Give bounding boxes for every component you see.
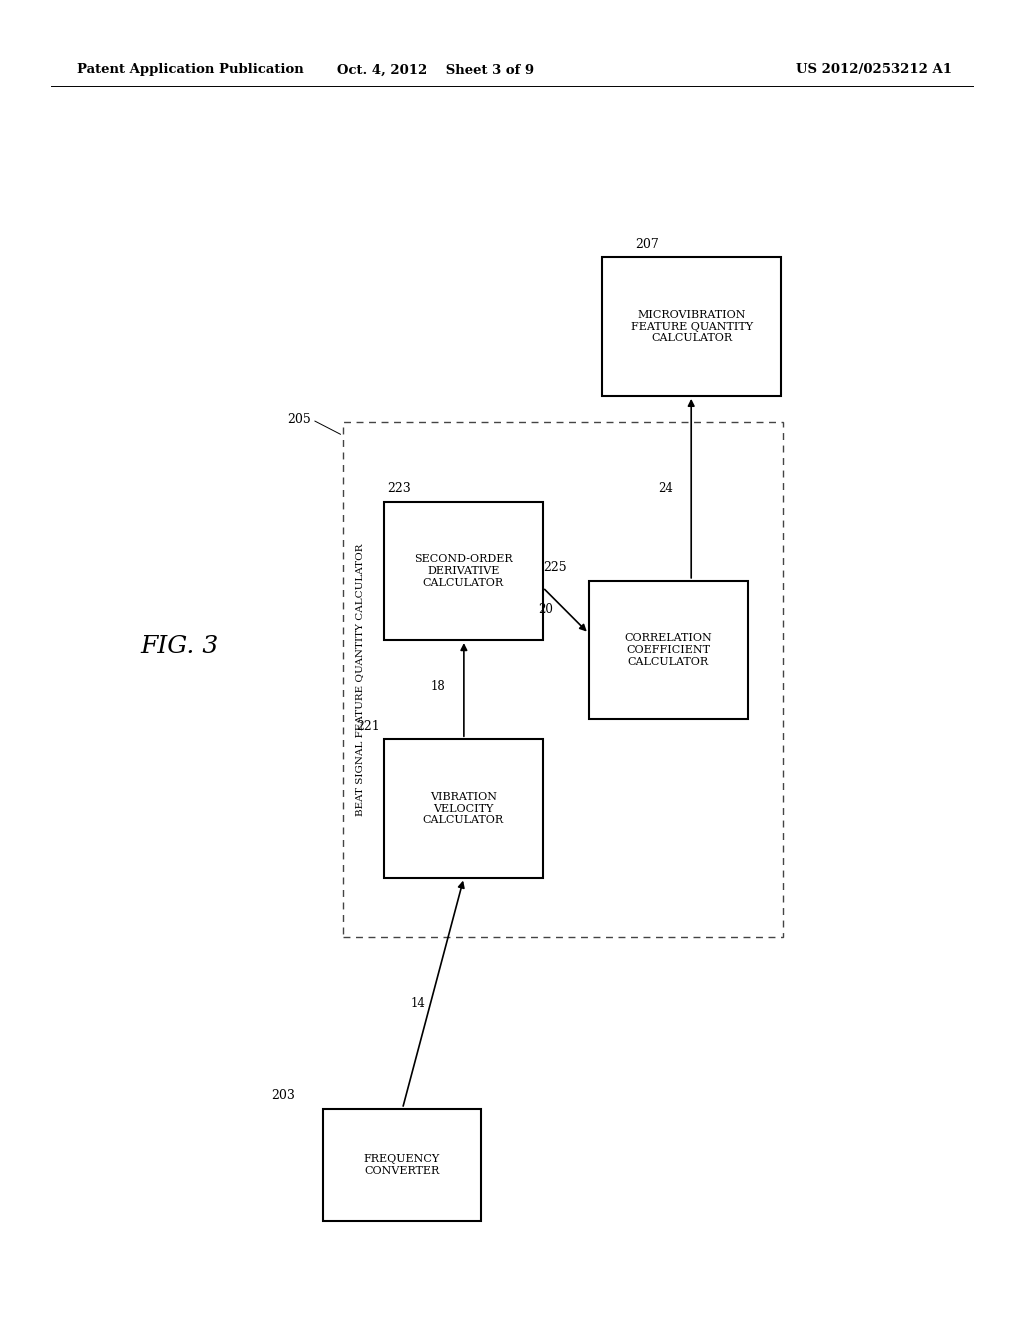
Text: 221: 221 (356, 719, 380, 733)
Text: Oct. 4, 2012    Sheet 3 of 9: Oct. 4, 2012 Sheet 3 of 9 (337, 63, 534, 77)
Text: US 2012/0253212 A1: US 2012/0253212 A1 (797, 63, 952, 77)
Text: 205: 205 (287, 413, 310, 426)
Text: 203: 203 (271, 1089, 295, 1102)
Bar (589, 581, 748, 719)
Text: 18: 18 (431, 680, 445, 693)
Text: FIG. 3: FIG. 3 (140, 635, 218, 659)
Bar (323, 1109, 481, 1221)
Text: 223: 223 (387, 482, 411, 495)
Text: MICROVIBRATION
FEATURE QUANTITY
CALCULATOR: MICROVIBRATION FEATURE QUANTITY CALCULAT… (631, 310, 753, 343)
Text: Patent Application Publication: Patent Application Publication (77, 63, 303, 77)
Bar (343, 422, 783, 937)
Text: SECOND-ORDER
DERIVATIVE
CALCULATOR: SECOND-ORDER DERIVATIVE CALCULATOR (414, 554, 513, 587)
Text: 20: 20 (539, 603, 553, 616)
Bar (384, 502, 543, 640)
Text: 24: 24 (658, 482, 673, 495)
Text: 225: 225 (543, 561, 566, 574)
Text: BEAT SIGNAL FEATURE QUANTITY CALCULATOR: BEAT SIGNAL FEATURE QUANTITY CALCULATOR (355, 544, 364, 816)
Text: 207: 207 (635, 238, 658, 251)
Bar (602, 257, 781, 396)
Text: CORRELATION
COEFFICIENT
CALCULATOR: CORRELATION COEFFICIENT CALCULATOR (625, 634, 712, 667)
Text: 14: 14 (411, 997, 425, 1010)
Text: VIBRATION
VELOCITY
CALCULATOR: VIBRATION VELOCITY CALCULATOR (423, 792, 504, 825)
Bar (384, 739, 543, 878)
Text: FREQUENCY
CONVERTER: FREQUENCY CONVERTER (364, 1154, 440, 1176)
